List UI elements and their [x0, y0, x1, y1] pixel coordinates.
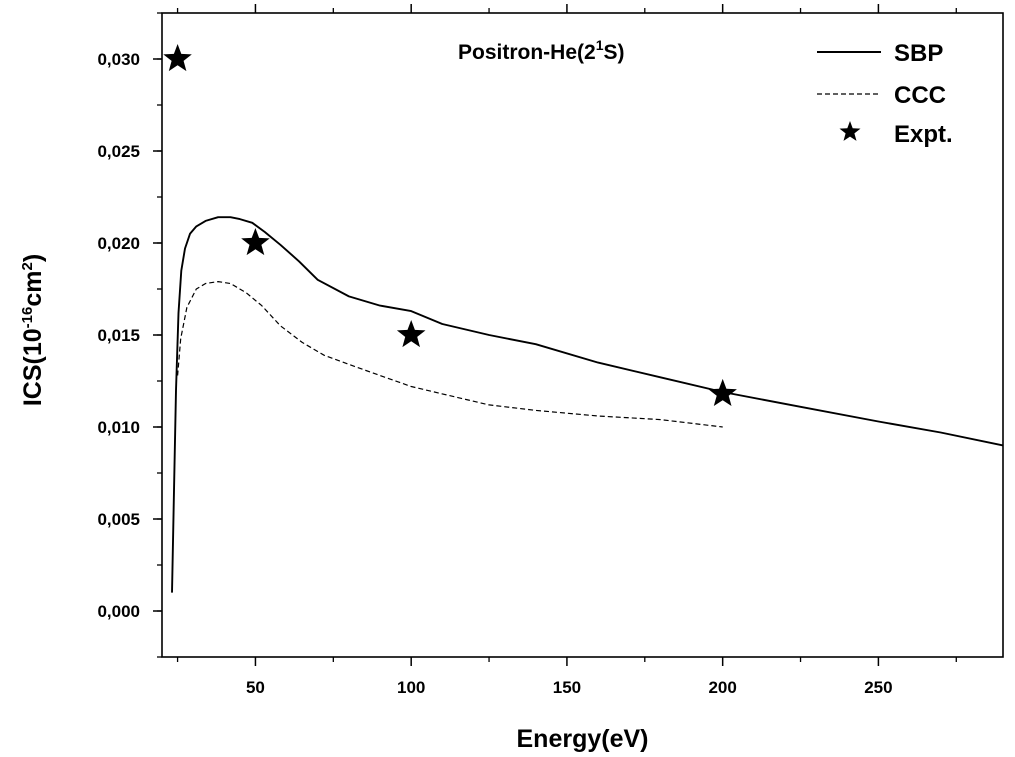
y-tick-label: 0,005	[97, 510, 140, 529]
x-tick-label: 100	[397, 678, 425, 697]
x-tick-label: 150	[553, 678, 581, 697]
x-tick-label: 250	[864, 678, 892, 697]
legend-label: Expt.	[894, 121, 953, 148]
axes	[153, 4, 1004, 666]
y-axis-title-superscript: 2	[19, 262, 36, 270]
x-axis-title: Energy(eV)	[517, 725, 649, 753]
legend-label: CCC	[894, 82, 946, 109]
y-tick-label: 0,015	[97, 326, 140, 345]
y-tick-label: 0,020	[97, 234, 140, 253]
ccc-line	[177, 281, 723, 428]
legend-expt-symbol	[839, 121, 861, 141]
x-tick-label: 50	[246, 678, 265, 697]
plot-title-text: Positron-He(2	[458, 41, 596, 64]
expt-point	[396, 320, 426, 348]
plot-frame	[161, 12, 1004, 658]
y-axis-title-part: cm	[19, 271, 47, 307]
y-tick-label: 0,025	[97, 142, 140, 161]
plot-title-superscript: 1	[596, 37, 604, 53]
y-axis-title: ICS(10-16cm2)	[19, 254, 47, 406]
plot-title: Positron-He(21S)	[458, 37, 624, 64]
series-layer	[163, 44, 1004, 593]
y-tick-label: 0,030	[97, 50, 140, 69]
expt-point	[163, 44, 192, 72]
legend: SBP CCC Expt.	[817, 40, 953, 148]
labels-layer: 50 100 150 200 250 0,000 0,005 0,010 0,015 0,020 0…	[19, 37, 893, 753]
legend-label: SBP	[894, 40, 943, 67]
y-axis-title-part: )	[19, 254, 47, 262]
plot-title-suffix: S)	[603, 41, 624, 64]
y-tick-label: 0,010	[97, 418, 140, 437]
expt-point	[241, 228, 270, 256]
x-tick-label: 200	[708, 678, 736, 697]
expt-point	[708, 378, 737, 406]
y-axis-title-superscript: -16	[19, 307, 36, 329]
sbp-line	[171, 216, 1004, 593]
y-axis-title-part: ICS(10	[19, 328, 47, 406]
y-tick-label: 0,000	[97, 602, 140, 621]
